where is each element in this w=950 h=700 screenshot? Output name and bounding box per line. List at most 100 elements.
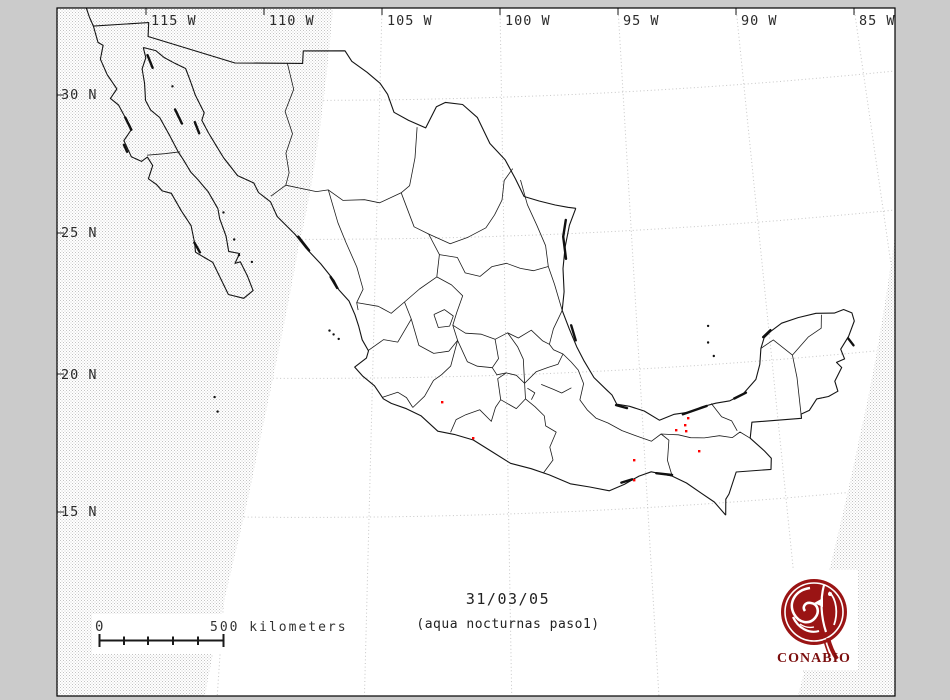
lagoon-island-feature <box>620 478 634 484</box>
ram-mouth-icon <box>799 623 815 629</box>
ram-muzzle-icon <box>791 616 820 633</box>
fire-markers <box>441 401 701 482</box>
fire-marker <box>698 450 701 453</box>
state-border <box>428 168 514 245</box>
lagoon-island-feature <box>762 329 772 339</box>
scale-bar: 0 500 kilometers <box>95 619 348 647</box>
lagoon-island-feature <box>193 120 201 135</box>
axis-label-left: 25 N <box>61 225 98 241</box>
graticule-meridian <box>853 8 895 296</box>
ram-horn-icon <box>790 586 820 624</box>
pass-caption: (aqua nocturnas paso1) <box>416 617 599 632</box>
state-border <box>710 403 738 431</box>
island-dot <box>250 260 254 264</box>
scale-bar-line <box>98 634 225 647</box>
frame-ticks <box>57 8 855 513</box>
map-frame <box>56 7 896 697</box>
island-dot <box>171 85 174 88</box>
fire-marker <box>684 424 687 427</box>
lagoon-island-feature <box>733 391 748 400</box>
parrot-tail-icon <box>826 637 839 661</box>
axis-label-top: 90 W <box>741 13 778 29</box>
coastline <box>143 46 727 516</box>
state-border <box>285 127 418 204</box>
hatch-left-wedge <box>57 8 333 696</box>
lagoon-island-feature <box>329 275 339 290</box>
axis-label-top: 115 W <box>151 13 197 29</box>
axis-label-top: 100 W <box>505 13 551 29</box>
lagoon-island-feature <box>146 53 154 69</box>
scalebar-backing <box>92 614 358 654</box>
axis-label-top: 110 W <box>269 13 315 29</box>
coastline <box>725 397 823 516</box>
axis-label-top: 105 W <box>387 13 433 29</box>
fire-marker <box>675 429 678 432</box>
island-dot <box>706 341 710 344</box>
logo-ring <box>784 582 844 642</box>
state-border <box>368 318 412 351</box>
state-border <box>541 384 572 394</box>
geography <box>85 8 855 516</box>
fire-marker <box>441 401 444 404</box>
state-border <box>412 340 458 408</box>
island-dot <box>328 329 331 332</box>
scale-distance-label: 500 kilometers <box>210 620 348 635</box>
state-border <box>792 355 802 419</box>
state-border <box>356 192 440 314</box>
state-border <box>661 431 751 439</box>
date-caption: 31/03/05 <box>466 590 550 608</box>
state-border <box>520 179 563 311</box>
axis-label-left: 30 N <box>61 87 98 103</box>
fire-marker <box>633 479 636 482</box>
fire-marker <box>633 459 636 462</box>
parrot-eye-icon <box>828 592 832 596</box>
island-dot <box>216 410 219 413</box>
axis-label-left: 20 N <box>61 367 98 383</box>
island-dot <box>337 337 340 341</box>
scale-zero-label: 0 <box>95 619 103 635</box>
state-border <box>433 309 454 328</box>
parrot-beak-icon <box>814 598 823 607</box>
state-border <box>450 372 526 433</box>
lagoon-island-feature <box>124 116 133 131</box>
state-border <box>760 339 793 356</box>
lagoon-island-feature <box>846 337 855 347</box>
lagoon-island-feature <box>561 218 568 260</box>
state-border <box>439 254 549 277</box>
state-border <box>270 63 295 197</box>
lagoon-island-feature <box>297 235 311 252</box>
parrot-body-icon <box>820 584 828 633</box>
lagoon-island-feature <box>570 324 577 342</box>
conabio-logo: CONABIO <box>777 579 851 666</box>
state-border <box>507 332 525 384</box>
coastline <box>85 8 254 299</box>
state-border <box>382 391 414 408</box>
island-dot <box>237 253 241 257</box>
state-border <box>147 151 181 156</box>
fire-marker <box>687 417 690 420</box>
logo-wordmark: CONABIO <box>777 651 851 666</box>
coastline <box>93 22 576 209</box>
island-dot <box>332 333 335 336</box>
lagoon-island-feature <box>173 108 184 125</box>
axis-label-top: 95 W <box>623 13 660 29</box>
parrot-tail-feather-icon <box>823 639 831 658</box>
state-border <box>792 314 822 356</box>
island-dot <box>706 324 710 328</box>
lagoon-island-feature <box>193 241 202 254</box>
island-dot <box>233 238 236 241</box>
lagoon-island-feature <box>614 403 629 410</box>
island-dot <box>213 395 216 399</box>
swath-hatch <box>57 8 895 696</box>
lagoon-island-feature <box>681 404 708 416</box>
hatch-right-wedge <box>798 235 895 696</box>
fire-marker <box>472 437 475 440</box>
state-border <box>527 387 536 400</box>
axis-label-left: 15 N <box>61 504 98 520</box>
state-border <box>525 398 557 474</box>
island-dot <box>712 354 715 358</box>
lagoon-island-feature <box>655 472 674 477</box>
axis-labels: 115 W 110 W 105 W 100 W 95 W 90 W 85 W 3… <box>61 13 895 520</box>
state-border <box>457 340 493 369</box>
